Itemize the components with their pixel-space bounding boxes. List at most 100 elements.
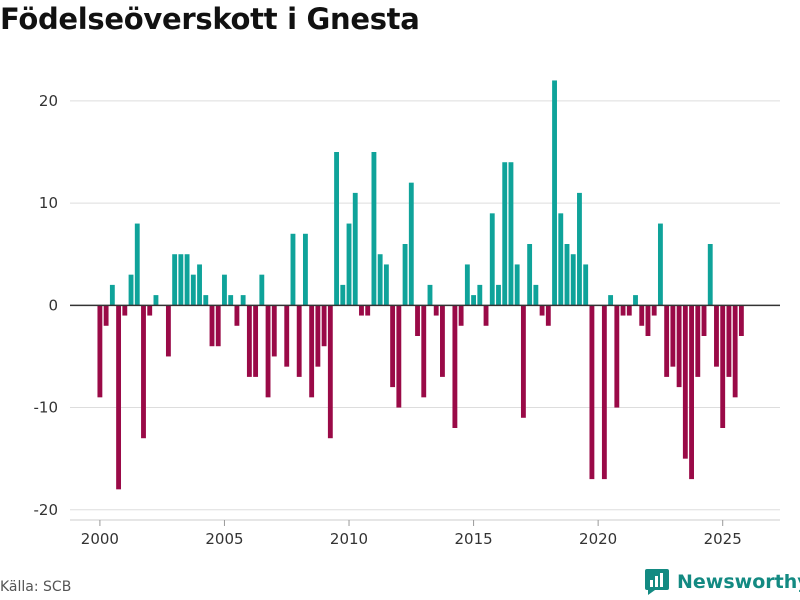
- bar: [639, 305, 645, 326]
- bar: [228, 295, 234, 306]
- bar: [471, 295, 477, 306]
- bar: [732, 305, 738, 398]
- bar: [714, 305, 719, 367]
- bar: [408, 182, 414, 306]
- bar: [527, 244, 533, 306]
- bar: [178, 254, 184, 306]
- bar: [122, 305, 128, 316]
- bar: [284, 305, 290, 367]
- bar: [483, 305, 489, 326]
- bar: [552, 80, 557, 306]
- bar: [321, 305, 327, 347]
- bar: [240, 295, 246, 306]
- bars: [97, 80, 744, 490]
- bar: [390, 305, 396, 388]
- bar: [402, 244, 408, 306]
- bar: [440, 305, 445, 377]
- bar: [259, 274, 265, 306]
- bar: [396, 305, 402, 408]
- bar: [147, 305, 153, 316]
- bar: [309, 305, 315, 398]
- bar: [645, 305, 651, 336]
- bar: [720, 305, 726, 428]
- bar: [670, 305, 676, 367]
- bar: [234, 305, 240, 326]
- bar: [346, 223, 352, 306]
- bar: [128, 274, 134, 306]
- brand-name: Newsworthy: [677, 571, 800, 593]
- bar: [352, 192, 358, 306]
- gridlines: [70, 100, 780, 511]
- bar: [315, 305, 321, 367]
- bar: [222, 274, 227, 306]
- bar: [253, 305, 259, 377]
- bar: [707, 244, 713, 306]
- bar: [371, 152, 377, 306]
- bar: [583, 264, 589, 306]
- bar: [246, 305, 252, 377]
- bar: [738, 305, 744, 336]
- bar: [197, 264, 202, 306]
- bar: [664, 305, 670, 377]
- x-tick-label: 2010: [330, 530, 368, 548]
- bar: [383, 264, 389, 306]
- bar: [601, 305, 607, 480]
- bar: [172, 254, 178, 306]
- bar: [116, 305, 122, 490]
- bar: [141, 305, 146, 439]
- bar: [209, 305, 215, 347]
- chart-title: Födelseöverskott i Gnesta: [0, 2, 420, 36]
- bar: [564, 244, 570, 306]
- axes: -20 -10 0 10 20 2000 2005 2010 2015 2020 2025: [34, 92, 780, 548]
- bar: [271, 305, 277, 357]
- bar: [633, 295, 638, 306]
- bar: [676, 305, 682, 388]
- bar: [558, 213, 564, 306]
- bar: [620, 305, 626, 316]
- bar: [545, 305, 551, 326]
- bar: [520, 305, 526, 418]
- bar: [489, 213, 495, 306]
- source-note: Källa: SCB: [0, 579, 72, 595]
- bar: [496, 284, 501, 306]
- bar: [570, 254, 576, 306]
- bar: [701, 305, 707, 336]
- bar: [265, 305, 271, 398]
- bar: [589, 305, 595, 480]
- bar: [134, 223, 140, 306]
- bar: [103, 305, 109, 326]
- newsworthy-logo-icon: [645, 569, 669, 595]
- bar: [682, 305, 688, 459]
- x-tick-label: 2005: [205, 530, 243, 548]
- bar: [296, 305, 302, 377]
- bar: [608, 295, 614, 306]
- bar: [340, 284, 346, 306]
- bar: [327, 305, 333, 439]
- bar: [290, 233, 296, 306]
- x-tick-label: 2020: [579, 530, 617, 548]
- bar: [165, 305, 171, 357]
- bar: [689, 305, 694, 480]
- bar: [359, 305, 364, 316]
- x-tick-label: 2025: [704, 530, 742, 548]
- bar: [726, 305, 732, 377]
- bar: [421, 305, 427, 398]
- bar: [97, 305, 103, 398]
- bar: [203, 295, 209, 306]
- bar: [215, 305, 221, 347]
- newsworthy-logo[interactable]: Newsworthy: [645, 569, 800, 595]
- bar: [514, 264, 520, 306]
- bar: [626, 305, 632, 316]
- x-tick-label: 2015: [454, 530, 492, 548]
- bar: [614, 305, 620, 408]
- bar: [458, 305, 464, 326]
- bar: [415, 305, 420, 336]
- y-tick-label: 0: [48, 296, 58, 314]
- y-tick-label: 20: [39, 92, 58, 110]
- bar: [539, 305, 545, 316]
- bar: [153, 295, 159, 306]
- bar: [508, 162, 514, 306]
- bar: [477, 284, 483, 306]
- bar: [657, 223, 663, 306]
- bar: [190, 274, 196, 306]
